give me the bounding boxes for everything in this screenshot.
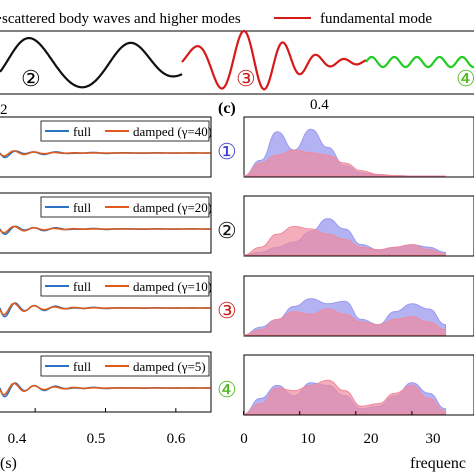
segment-marker-2: ② [21,66,41,91]
segment-marker-3: ③ [236,66,256,91]
panel-b-legend-damped-label: damped (γ=10) [133,279,212,294]
panel-b-partial-label: 2 [0,102,8,118]
panel-c-subplot-frame [243,354,474,416]
panel-c-red-spectrum [243,149,446,177]
panel-b-full-trace [0,382,211,398]
panel-c-row-marker: ② [217,218,237,243]
wave-red [181,29,367,91]
panel-b-damped-trace [0,302,211,316]
panel-b-xtick-0.5: 0.5 [87,431,106,447]
panel-b-subplot-frame [0,192,212,254]
panel-b-legend-full-label: full [73,279,91,294]
panel-b-legend-full-label: full [73,359,91,374]
panel-b-full-trace [0,302,211,318]
wave-black [0,37,183,89]
panel-c-xtick-20: 20 [364,431,379,447]
panel-c-subplot-frame [243,275,474,337]
panel-c-subplot-frame [243,195,474,257]
top-legend-black-label: scattered body waves and higher modes [2,11,241,27]
panel-c: (c) 0.4 ① ② ③ ④ [217,97,474,416]
panel-b-xlabel: (s) [0,455,17,472]
panel-c-xaxis: 0 10 20 30 frequenc [240,431,466,472]
panel-c-row-marker: ④ [217,377,237,402]
panel-b-subplot-frame [0,116,212,178]
segment-marker-4: ④ [456,66,474,91]
panel-b-legend-damped-label: damped (γ=40) [133,124,212,139]
panel-b-xtick-0.6: 0.6 [167,431,186,447]
panel-c-top-tick-label: 0.4 [310,97,329,113]
panel-c-xtick-10: 10 [301,431,316,447]
panel-c-red-spectrum [243,225,447,256]
panel-b-legend-damped-label: damped (γ=20) [133,200,212,215]
panel-b-damped-trace [0,150,211,157]
panel-b: 2 full damped (γ=40) full damped (γ=20) full… [0,102,212,413]
panel-b-damped-trace [0,382,211,396]
panel-c-red-spectrum [243,308,447,336]
panel-b-legend-full-label: full [73,124,91,139]
wave-green [365,55,474,69]
top-legend-red-label: fundamental mode [320,11,432,27]
panel-c-row-marker: ③ [217,298,237,323]
top-panel: scattered body waves and higher modes fu… [0,11,474,95]
panel-b-xaxis: 0.4 0.5 0.6 (s) [0,431,186,472]
panel-c-xlabel: frequenc [410,455,466,472]
panel-c-xtick-30: 30 [426,431,441,447]
panel-c-row-marker: ① [217,139,237,164]
panel-c-subplot-frame [243,116,474,178]
panel-c-xtick-0: 0 [240,431,248,447]
panel-c-red-spectrum [243,379,447,415]
panel-c-label: (c) [218,100,236,117]
panel-b-subplot-frame [0,271,212,333]
panel-b-xtick-0.4: 0.4 [8,431,27,447]
panel-b-damped-trace [0,225,211,234]
panel-b-legend-damped-label: damped (γ=5) [133,359,206,374]
panel-b-legend-full-label: full [73,200,91,215]
